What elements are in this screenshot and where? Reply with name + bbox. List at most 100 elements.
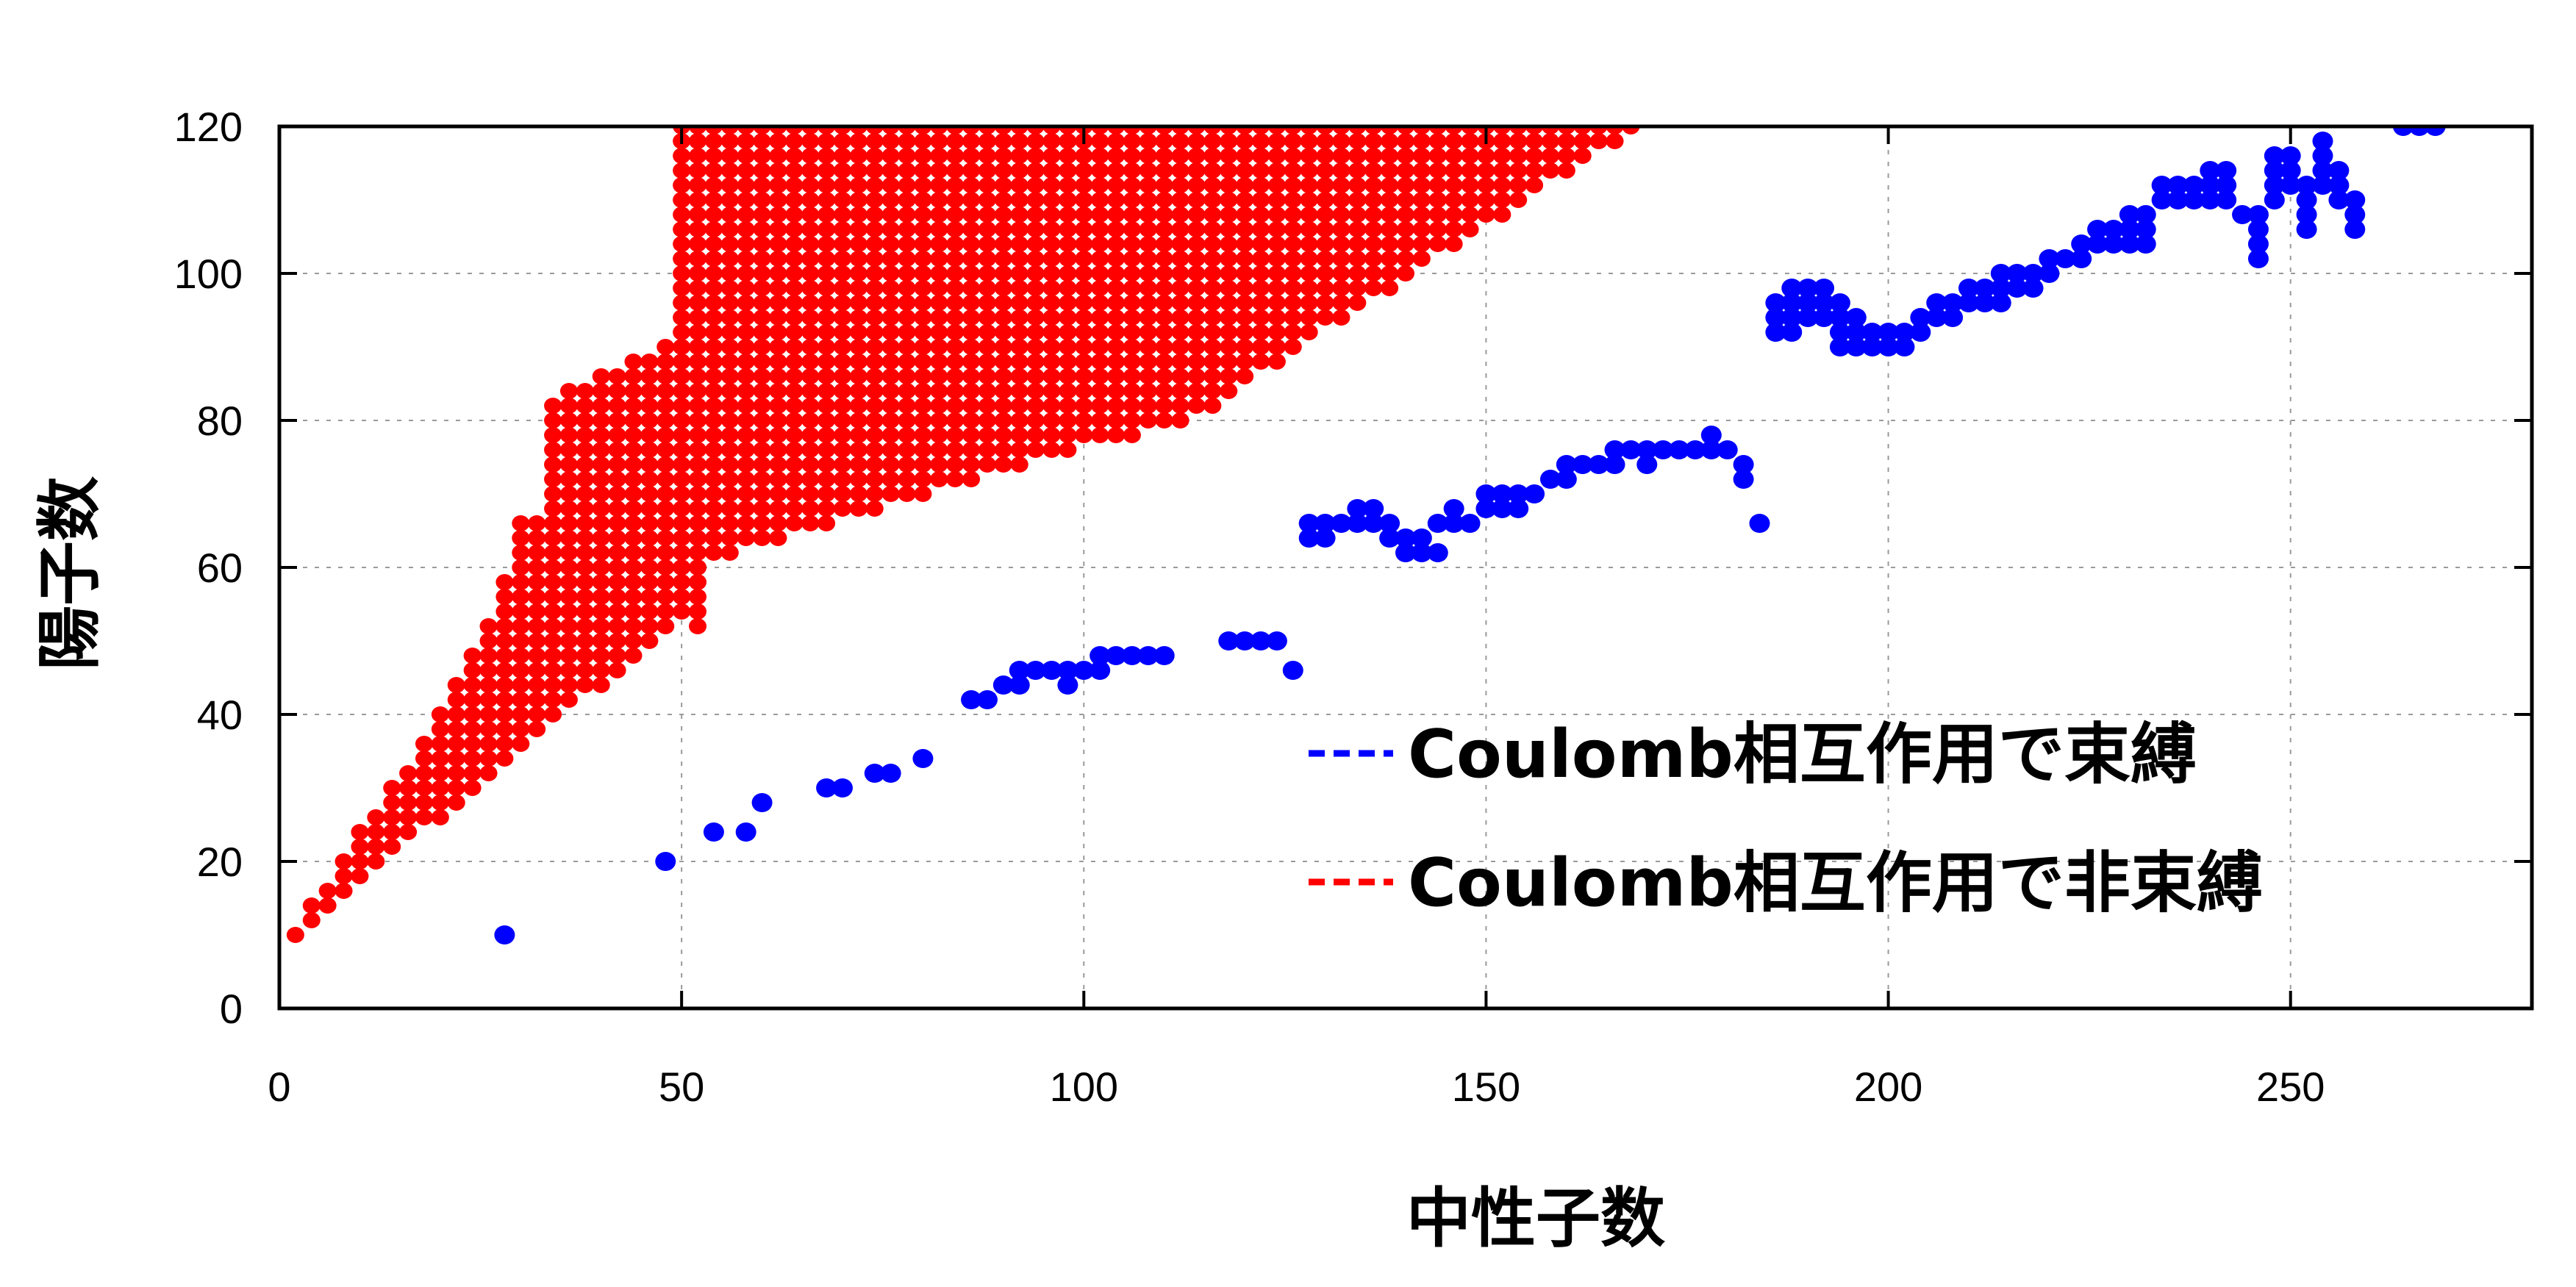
unbound-point-1339 (1428, 207, 1447, 223)
unbound-point-106 (528, 618, 546, 634)
unbound-point-549 (801, 192, 820, 208)
unbound-point-525 (785, 133, 804, 149)
unbound-point-1247 (1300, 162, 1318, 179)
unbound-point-117 (544, 662, 562, 678)
unbound-point-1063 (1139, 162, 1157, 179)
unbound-point-428 (737, 295, 755, 311)
unbound-point-709 (898, 207, 916, 223)
unbound-point-339 (689, 295, 707, 311)
unbound-point-1248 (1300, 148, 1318, 164)
axis-ticks (278, 125, 2532, 1010)
unbound-point-547 (801, 221, 820, 237)
unbound-point-838 (978, 148, 996, 164)
unbound-point-714 (898, 133, 916, 149)
unbound-point-1077 (1155, 265, 1173, 282)
unbound-point-1117 (1187, 280, 1206, 296)
unbound-point-1084 (1155, 162, 1173, 179)
unbound-point-1074 (1155, 309, 1173, 326)
unbound-point-898 (1026, 309, 1045, 326)
unbound-point-224 (624, 618, 643, 634)
unbound-point-1280 (1348, 280, 1367, 296)
unbound-point-274 (656, 456, 675, 473)
unbound-point-1039 (1123, 207, 1141, 223)
unbound-point-561 (817, 427, 836, 443)
unbound-point-361 (704, 412, 723, 429)
unbound-point-569 (817, 309, 836, 326)
unbound-point-66 (479, 662, 498, 678)
unbound-point-441 (753, 530, 771, 546)
unbound-point-246 (640, 589, 659, 605)
bound-point-75 (1733, 455, 1754, 474)
unbound-point-76 (495, 662, 514, 678)
bound-point-106 (1926, 293, 1947, 312)
unbound-point-1241 (1300, 251, 1318, 267)
unbound-point-960 (1075, 398, 1093, 414)
unbound-point-848 (994, 354, 1012, 370)
bound-point-6 (832, 778, 853, 797)
unbound-point-830 (978, 265, 996, 282)
unbound-point-22 (399, 809, 418, 825)
unbound-point-193 (592, 471, 610, 487)
unbound-point-1110 (1187, 383, 1206, 399)
unbound-point-409 (720, 148, 739, 164)
unbound-point-769 (946, 442, 965, 458)
unbound-point-271 (656, 501, 675, 517)
unbound-point-72 (495, 721, 514, 737)
x-tick-label-0: 0 (268, 1064, 290, 1110)
unbound-point-1046 (1139, 412, 1157, 429)
unbound-point-1222 (1284, 309, 1302, 326)
unbound-point-515 (785, 280, 804, 296)
bound-point-44 (1411, 543, 1432, 562)
unbound-point-1058 (1139, 236, 1157, 252)
unbound-point-1302 (1364, 133, 1383, 149)
bound-point-93 (1829, 293, 1850, 312)
unbound-point-653 (865, 265, 884, 282)
bound-point-23 (1121, 646, 1142, 665)
unbound-point-395 (720, 354, 739, 370)
unbound-point-225 (624, 603, 643, 620)
bound-point-20 (1090, 661, 1111, 680)
unbound-point-404 (720, 221, 739, 237)
unbound-point-144 (559, 574, 578, 590)
unbound-point-1290 (1348, 133, 1367, 149)
unbound-point-222 (624, 648, 643, 664)
bound-point-156 (2280, 176, 2301, 195)
unbound-point-970 (1075, 251, 1093, 267)
unbound-point-411 (720, 126, 739, 135)
unbound-point-757 (930, 251, 948, 267)
unbound-point-294 (673, 442, 691, 458)
unbound-point-198 (592, 398, 610, 414)
unbound-point-717 (914, 471, 932, 487)
unbound-point-576 (817, 207, 836, 223)
unbound-point-607 (834, 148, 851, 164)
unbound-point-1314 (1381, 133, 1399, 149)
unbound-point-1371 (1493, 192, 1511, 208)
unbound-point-625 (849, 280, 867, 296)
unbound-point-154 (559, 427, 578, 443)
unbound-point-467 (753, 148, 771, 164)
unbound-point-101 (528, 692, 546, 708)
unbound-point-377 (704, 177, 723, 193)
unbound-point-1237 (1300, 309, 1318, 326)
unbound-point-103 (528, 662, 546, 678)
unbound-point-742 (930, 471, 948, 487)
unbound-point-1255 (1316, 251, 1334, 267)
bound-point-100 (1878, 323, 1899, 342)
unbound-point-412 (737, 530, 755, 546)
unbound-point-1009 (1107, 324, 1126, 340)
unbound-point-228 (624, 559, 643, 576)
bound-point-1 (655, 852, 676, 871)
unbound-point-382 (720, 545, 739, 561)
unbound-point-1073 (1155, 324, 1173, 340)
unbound-point-1214 (1267, 192, 1286, 208)
unbound-point-925 (1042, 251, 1061, 267)
unbound-point-1326 (1397, 126, 1414, 135)
unbound-point-665 (881, 471, 900, 487)
unbound-point-877 (1010, 280, 1028, 296)
unbound-point-1263 (1316, 133, 1334, 149)
unbound-point-921 (1042, 309, 1061, 326)
unbound-point-380 (704, 133, 723, 149)
unbound-point-782 (946, 251, 965, 267)
unbound-point-843 (994, 427, 1012, 443)
unbound-point-958 (1075, 427, 1093, 443)
